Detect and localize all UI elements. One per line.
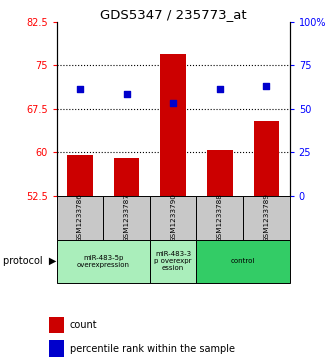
Title: GDS5347 / 235773_at: GDS5347 / 235773_at (100, 8, 246, 21)
Bar (103, 196, 150, 240)
Bar (196, 240, 290, 283)
Point (124, 91, 129, 97)
Bar (67, 155, 93, 196)
Bar (161, 54, 186, 196)
Bar (196, 196, 243, 240)
Bar (150, 240, 196, 283)
Text: GSM1233790: GSM1233790 (170, 193, 176, 242)
Point (170, 100, 176, 106)
Bar (114, 158, 139, 196)
Bar (254, 121, 279, 196)
Point (264, 83, 269, 89)
Bar (49, 340, 64, 357)
Bar (49, 317, 64, 333)
Text: control: control (231, 258, 255, 264)
Bar (57, 240, 150, 283)
Text: percentile rank within the sample: percentile rank within the sample (70, 344, 235, 354)
Text: GSM1233786: GSM1233786 (77, 193, 83, 242)
Bar (57, 196, 103, 240)
Text: GSM1233787: GSM1233787 (124, 193, 130, 242)
Bar (243, 196, 290, 240)
Text: count: count (70, 321, 98, 330)
Text: protocol  ▶: protocol ▶ (3, 256, 57, 266)
Point (77, 86, 83, 91)
Bar (207, 150, 232, 196)
Text: miR-483-3
p overexpr
ession: miR-483-3 p overexpr ession (155, 251, 192, 272)
Text: GSM1233789: GSM1233789 (263, 193, 269, 242)
Text: GSM1233788: GSM1233788 (217, 193, 223, 242)
Bar (150, 196, 196, 240)
Point (217, 86, 222, 91)
Text: miR-483-5p
overexpression: miR-483-5p overexpression (77, 255, 130, 268)
